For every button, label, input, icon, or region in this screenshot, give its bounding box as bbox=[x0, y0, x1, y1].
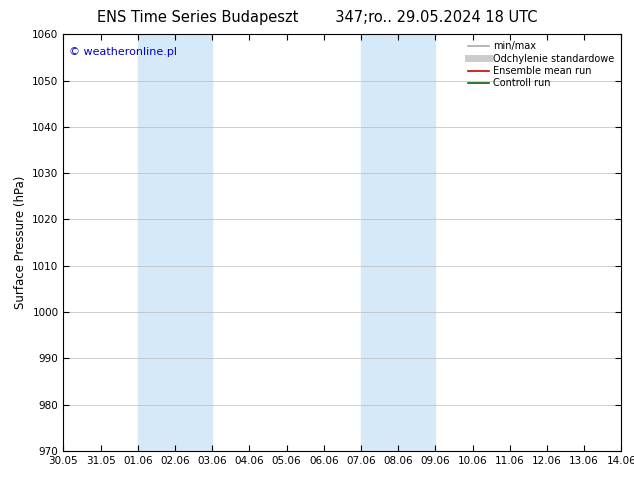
Bar bbox=[361, 34, 436, 451]
Bar bbox=[138, 34, 212, 451]
Text: ENS Time Series Budapeszt        347;ro.. 29.05.2024 18 UTC: ENS Time Series Budapeszt 347;ro.. 29.05… bbox=[97, 10, 537, 25]
Y-axis label: Surface Pressure (hPa): Surface Pressure (hPa) bbox=[14, 176, 27, 309]
Legend: min/max, Odchylenie standardowe, Ensemble mean run, Controll run: min/max, Odchylenie standardowe, Ensembl… bbox=[466, 39, 616, 90]
Text: © weatheronline.pl: © weatheronline.pl bbox=[69, 47, 177, 57]
